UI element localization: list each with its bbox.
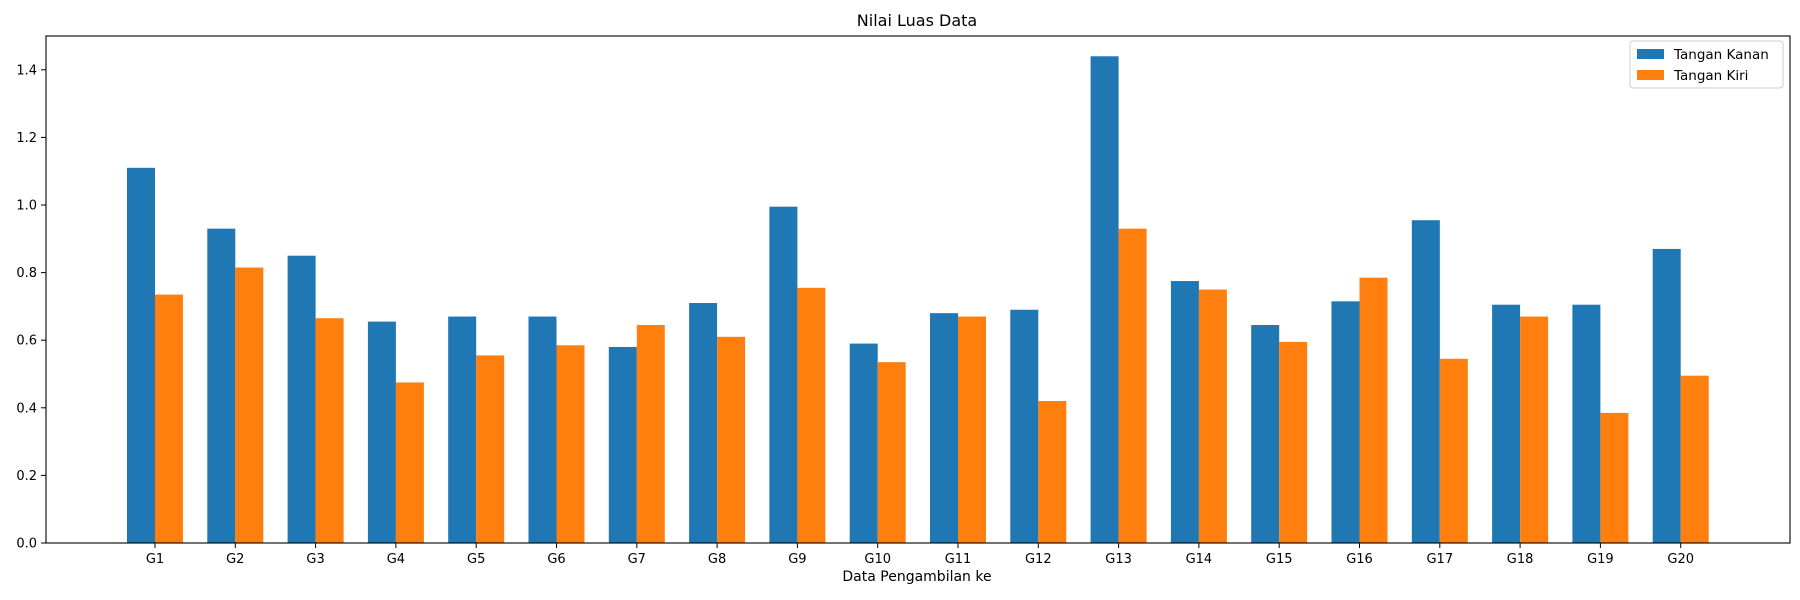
bar-G13-tangan-kiri (1118, 228, 1147, 543)
x-tick-label: G13 (1105, 552, 1132, 567)
x-tick-label: G11 (945, 552, 972, 567)
bar-G17-tangan-kiri (1439, 358, 1468, 543)
bar-G7-tangan-kanan (608, 346, 637, 543)
bar-G10-tangan-kiri (877, 362, 906, 543)
x-tick-label: G12 (1025, 552, 1052, 567)
bar-G14-tangan-kiri (1198, 289, 1227, 543)
bar-G3-tangan-kiri (315, 318, 344, 543)
x-tick-label: G3 (306, 552, 324, 567)
y-tick-label: 0.8 (16, 266, 37, 281)
bar-G2-tangan-kanan (207, 228, 236, 543)
legend-swatch (1637, 70, 1664, 80)
y-tick-label: 0.4 (16, 401, 37, 416)
bar-G19-tangan-kanan (1572, 304, 1601, 543)
x-tick-label: G9 (788, 552, 806, 567)
bar-G9-tangan-kiri (797, 287, 826, 543)
x-axis-ticks: G1 G2 G3 G4 G5 G6 G7 G8 G9 G10 G11 G12 G13 G14 G15 G16 G… (146, 543, 1694, 567)
x-tick-label: G7 (628, 552, 646, 567)
bar-G20-tangan-kanan (1652, 248, 1681, 543)
bar-G16-tangan-kiri (1359, 277, 1388, 543)
bar-G4-tangan-kanan (367, 321, 396, 543)
legend-frame (1629, 40, 1784, 89)
bar-G11-tangan-kanan (930, 313, 958, 543)
bar-G19-tangan-kiri (1600, 412, 1629, 543)
x-tick-label: G17 (1426, 552, 1453, 567)
bar-G12-tangan-kanan (1010, 309, 1039, 543)
x-tick-label: G18 (1507, 552, 1534, 567)
bar-G11-tangan-kiri (958, 316, 986, 543)
bar-G1-tangan-kanan (127, 167, 155, 543)
legend-label: Tangan Kanan (1673, 47, 1769, 63)
x-tick-label: G1 (146, 552, 164, 567)
bar-G20-tangan-kiri (1680, 375, 1709, 543)
bar-G17-tangan-kanan (1411, 220, 1440, 543)
bar-G18-tangan-kanan (1492, 304, 1521, 543)
x-tick-label: G19 (1587, 552, 1614, 567)
bar-G18-tangan-kiri (1520, 316, 1549, 543)
bar-G13-tangan-kanan (1090, 56, 1119, 543)
bar-G7-tangan-kiri (636, 324, 665, 543)
plot-frame (45, 35, 1791, 544)
y-axis-ticks: 0.0 0.2 0.4 0.6 0.8 1.0 1.2 1.4 (16, 63, 46, 552)
bars-group (127, 56, 1709, 543)
x-tick-label: G20 (1667, 552, 1694, 567)
x-tick-label: G2 (226, 552, 244, 567)
x-tick-label: G6 (547, 552, 565, 567)
y-tick-label: 1.0 (16, 199, 37, 214)
bar-G10-tangan-kanan (849, 343, 878, 543)
x-tick-label: G8 (708, 552, 726, 567)
bar-G6-tangan-kiri (556, 345, 585, 543)
chart-title: Nilai Luas Data (857, 11, 977, 30)
legend-swatch (1637, 49, 1664, 59)
bar-G5-tangan-kanan (448, 316, 477, 543)
x-tick-label: G4 (387, 552, 405, 567)
x-tick-label: G14 (1186, 552, 1213, 567)
legend-label: Tangan Kiri (1673, 68, 1748, 84)
bar-G3-tangan-kanan (287, 255, 316, 543)
bar-G5-tangan-kiri (476, 355, 505, 543)
y-tick-label: 0.6 (16, 334, 37, 349)
y-tick-label: 1.2 (16, 131, 37, 146)
bar-G15-tangan-kanan (1251, 324, 1280, 543)
bar-G9-tangan-kanan (769, 206, 798, 543)
y-tick-label: 1.4 (16, 63, 37, 78)
bar-G1-tangan-kiri (155, 294, 183, 543)
bar-G8-tangan-kiri (717, 336, 746, 543)
bar-G15-tangan-kiri (1279, 341, 1308, 543)
y-tick-label: 0.2 (16, 469, 37, 484)
legend: Tangan Kanan Tangan Kiri (1629, 40, 1784, 89)
x-tick-label: G10 (864, 552, 891, 567)
bar-G4-tangan-kiri (395, 382, 424, 543)
bar-G14-tangan-kanan (1170, 281, 1199, 543)
bar-G2-tangan-kiri (235, 267, 264, 543)
x-tick-label: G16 (1346, 552, 1373, 567)
bar-G12-tangan-kiri (1038, 401, 1067, 543)
bar-G16-tangan-kanan (1331, 301, 1360, 543)
bar-G8-tangan-kanan (689, 303, 718, 543)
bar-G6-tangan-kanan (528, 316, 557, 543)
x-tick-label: G15 (1266, 552, 1293, 567)
y-tick-label: 0.0 (16, 537, 37, 552)
x-axis-label: Data Pengambilan ke (842, 569, 991, 585)
x-tick-label: G5 (467, 552, 485, 567)
